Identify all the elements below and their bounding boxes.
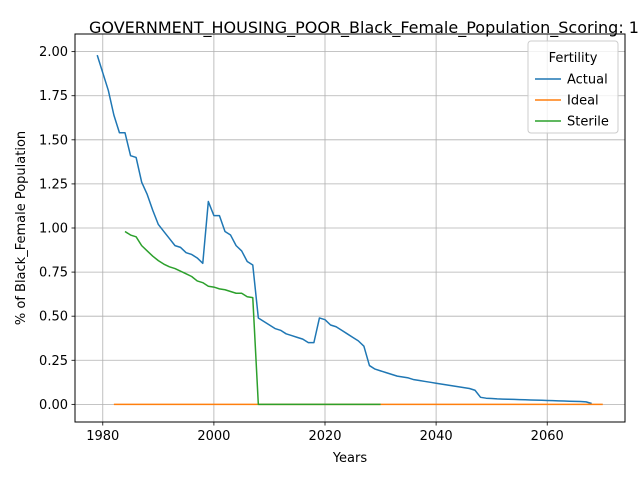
y-tick-label: 2.00 [39, 45, 68, 60]
y-axis: 0.00 0.25 0.50 0.75 1.00 1.25 1.50 1.75 2.00 [39, 45, 75, 413]
y-tick-label: 1.50 [39, 133, 68, 148]
x-axis-label: Years [332, 451, 368, 466]
legend-label-actual: Actual [567, 73, 608, 88]
legend-label-sterile: Sterile [567, 115, 609, 130]
x-tick-label: 1980 [86, 429, 119, 444]
x-tick-label: 2060 [531, 429, 564, 444]
y-tick-label: 0.25 [39, 354, 68, 369]
x-axis: 1980 2000 2020 2040 2060 [86, 422, 564, 444]
y-tick-label: 0.00 [39, 398, 68, 413]
y-tick-label: 0.50 [39, 310, 68, 325]
legend-box [527, 40, 619, 134]
x-tick-label: 2000 [197, 429, 230, 444]
series-line-sterile [124, 230, 381, 406]
x-tick-label: 2020 [308, 429, 341, 444]
y-tick-label: 1.75 [39, 89, 68, 104]
series-layer [96, 54, 603, 406]
y-tick-label: 0.75 [39, 266, 68, 281]
y-tick-label: 1.25 [39, 177, 68, 192]
y-axis-label: % of Black_Female Population [14, 131, 29, 325]
legend: Fertility Actual Ideal Sterile [527, 40, 619, 134]
y-tick-label: 1.00 [39, 222, 68, 237]
legend-label-ideal: Ideal [567, 94, 599, 109]
chart-title: GOVERNMENT_HOUSING_POOR_Black_Female_Pop… [89, 18, 639, 38]
legend-title: Fertility [549, 51, 598, 66]
x-tick-label: 2040 [420, 429, 453, 444]
series-line-actual [96, 54, 592, 405]
